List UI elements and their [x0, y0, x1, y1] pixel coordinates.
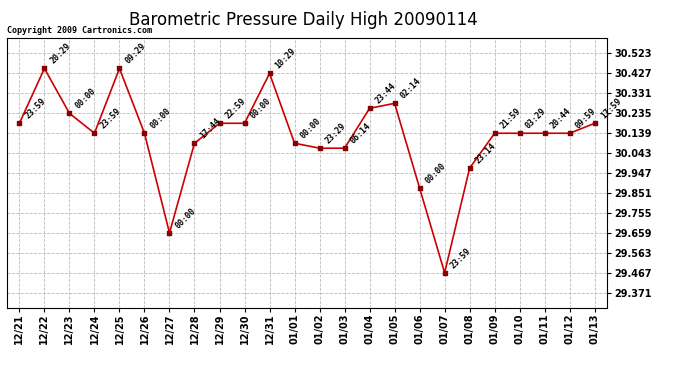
Point [439, 270, 450, 276]
Text: 23:29: 23:29 [324, 122, 348, 146]
Text: 20:29: 20:29 [48, 42, 72, 66]
Point [239, 120, 250, 126]
Point [364, 105, 375, 111]
Text: 03:29: 03:29 [524, 106, 548, 130]
Text: 20:44: 20:44 [549, 106, 573, 130]
Point [314, 145, 325, 151]
Point [164, 230, 175, 236]
Point [514, 130, 525, 136]
Point [414, 185, 425, 191]
Point [339, 145, 350, 151]
Text: 00:00: 00:00 [148, 106, 172, 130]
Text: 00:00: 00:00 [174, 206, 198, 230]
Point [214, 120, 225, 126]
Text: 06:14: 06:14 [348, 122, 373, 146]
Text: 23:59: 23:59 [99, 106, 123, 130]
Text: 17:44: 17:44 [199, 116, 223, 141]
Text: Copyright 2009 Cartronics.com: Copyright 2009 Cartronics.com [7, 26, 152, 35]
Point [139, 130, 150, 136]
Point [589, 120, 600, 126]
Text: 22:59: 22:59 [224, 96, 248, 120]
Text: 09:59: 09:59 [574, 106, 598, 130]
Point [289, 140, 300, 146]
Point [489, 130, 500, 136]
Point [114, 66, 125, 72]
Text: 09:29: 09:29 [124, 42, 148, 66]
Text: 10:29: 10:29 [274, 46, 298, 70]
Text: 00:00: 00:00 [74, 87, 98, 111]
Point [564, 130, 575, 136]
Point [189, 140, 200, 146]
Text: 23:44: 23:44 [374, 81, 398, 105]
Point [464, 165, 475, 171]
Text: 17:59: 17:59 [599, 96, 623, 120]
Text: 21:59: 21:59 [499, 106, 523, 130]
Text: 02:14: 02:14 [399, 76, 423, 101]
Text: 23:59: 23:59 [448, 246, 473, 270]
Text: 00:00: 00:00 [424, 161, 448, 185]
Text: 00:00: 00:00 [299, 116, 323, 141]
Point [14, 120, 25, 126]
Point [539, 130, 550, 136]
Point [39, 66, 50, 72]
Text: Barometric Pressure Daily High 20090114: Barometric Pressure Daily High 20090114 [129, 11, 478, 29]
Point [264, 70, 275, 76]
Text: 00:00: 00:00 [248, 96, 273, 120]
Point [64, 110, 75, 116]
Text: 23:14: 23:14 [474, 141, 498, 165]
Point [389, 100, 400, 106]
Point [89, 130, 100, 136]
Text: 23:59: 23:59 [23, 96, 48, 120]
